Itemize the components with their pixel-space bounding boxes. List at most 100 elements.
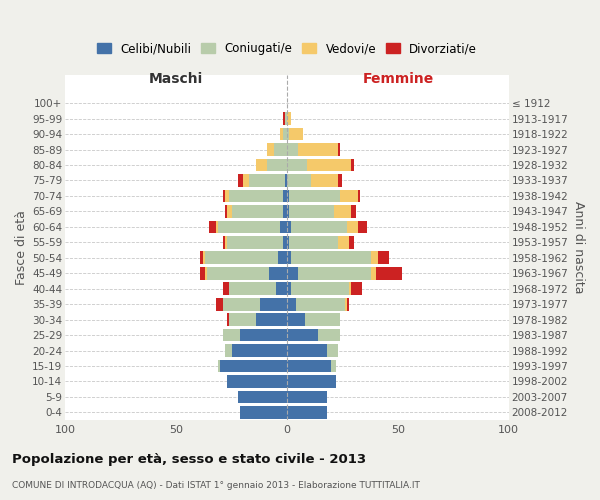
Bar bbox=[227, 375, 287, 388]
Bar bbox=[289, 205, 334, 218]
Bar bbox=[287, 282, 292, 295]
Bar bbox=[287, 267, 298, 280]
Bar bbox=[352, 205, 356, 218]
Bar bbox=[376, 267, 403, 280]
Bar bbox=[347, 220, 358, 233]
Bar bbox=[331, 360, 336, 372]
Bar bbox=[238, 390, 287, 404]
Bar bbox=[338, 236, 349, 248]
Text: COMUNE DI INTRODACQUA (AQ) - Dati ISTAT 1° gennaio 2013 - Elaborazione TUTTITALI: COMUNE DI INTRODACQUA (AQ) - Dati ISTAT … bbox=[12, 480, 420, 490]
Bar bbox=[218, 360, 220, 372]
Bar bbox=[260, 298, 287, 310]
Bar bbox=[209, 220, 216, 233]
Bar bbox=[283, 205, 287, 218]
Bar bbox=[298, 143, 338, 156]
Bar bbox=[207, 267, 269, 280]
Y-axis label: Fasce di età: Fasce di età bbox=[15, 210, 28, 285]
Bar bbox=[285, 112, 287, 125]
Bar bbox=[287, 190, 289, 202]
Bar bbox=[241, 406, 287, 418]
Bar bbox=[269, 267, 287, 280]
Bar bbox=[287, 344, 327, 357]
Bar bbox=[338, 174, 343, 187]
Bar bbox=[283, 190, 287, 202]
Bar bbox=[274, 143, 287, 156]
Bar bbox=[227, 314, 229, 326]
Bar bbox=[287, 236, 289, 248]
Bar bbox=[334, 205, 352, 218]
Bar bbox=[285, 174, 287, 187]
Y-axis label: Anni di nascita: Anni di nascita bbox=[572, 202, 585, 294]
Bar bbox=[287, 174, 311, 187]
Bar bbox=[347, 298, 349, 310]
Bar bbox=[241, 328, 287, 342]
Bar bbox=[358, 220, 367, 233]
Bar bbox=[283, 128, 287, 140]
Bar bbox=[249, 174, 285, 187]
Bar bbox=[287, 205, 289, 218]
Bar bbox=[327, 344, 338, 357]
Bar bbox=[358, 190, 360, 202]
Bar bbox=[205, 267, 207, 280]
Bar bbox=[256, 158, 267, 172]
Bar bbox=[227, 205, 232, 218]
Text: Popolazione per età, sesso e stato civile - 2013: Popolazione per età, sesso e stato civil… bbox=[12, 452, 366, 466]
Bar bbox=[287, 112, 292, 125]
Bar bbox=[200, 252, 203, 264]
Bar bbox=[200, 267, 205, 280]
Bar bbox=[203, 252, 205, 264]
Bar bbox=[225, 205, 227, 218]
Bar bbox=[267, 158, 287, 172]
Bar bbox=[223, 282, 229, 295]
Bar bbox=[225, 344, 232, 357]
Bar bbox=[344, 298, 347, 310]
Bar bbox=[349, 282, 352, 295]
Bar bbox=[280, 128, 283, 140]
Bar bbox=[216, 298, 223, 310]
Bar bbox=[289, 128, 302, 140]
Bar bbox=[238, 174, 242, 187]
Bar bbox=[278, 252, 287, 264]
Bar bbox=[287, 158, 307, 172]
Bar bbox=[318, 328, 340, 342]
Bar bbox=[292, 252, 371, 264]
Bar bbox=[371, 252, 378, 264]
Bar bbox=[287, 406, 327, 418]
Bar bbox=[305, 314, 340, 326]
Bar bbox=[378, 252, 389, 264]
Bar bbox=[256, 314, 287, 326]
Bar bbox=[287, 328, 318, 342]
Legend: Celibi/Nubili, Coniugati/e, Vedovi/e, Divorziati/e: Celibi/Nubili, Coniugati/e, Vedovi/e, Di… bbox=[95, 40, 479, 58]
Bar bbox=[352, 282, 362, 295]
Text: Maschi: Maschi bbox=[149, 72, 203, 86]
Bar bbox=[311, 174, 338, 187]
Bar bbox=[287, 128, 289, 140]
Bar bbox=[292, 282, 349, 295]
Bar bbox=[287, 375, 336, 388]
Bar bbox=[229, 190, 283, 202]
Bar bbox=[352, 158, 353, 172]
Bar bbox=[298, 267, 371, 280]
Bar bbox=[287, 220, 292, 233]
Bar bbox=[229, 282, 276, 295]
Bar bbox=[287, 390, 327, 404]
Bar bbox=[287, 143, 298, 156]
Bar bbox=[223, 298, 260, 310]
Bar bbox=[280, 220, 287, 233]
Bar bbox=[218, 220, 280, 233]
Bar bbox=[289, 190, 340, 202]
Bar bbox=[227, 236, 283, 248]
Bar bbox=[292, 220, 347, 233]
Bar bbox=[267, 143, 274, 156]
Bar bbox=[276, 282, 287, 295]
Bar bbox=[287, 252, 292, 264]
Bar bbox=[229, 314, 256, 326]
Text: Femmine: Femmine bbox=[362, 72, 434, 86]
Bar bbox=[349, 236, 353, 248]
Bar bbox=[216, 220, 218, 233]
Bar bbox=[289, 236, 338, 248]
Bar bbox=[340, 190, 358, 202]
Bar bbox=[287, 360, 331, 372]
Bar bbox=[242, 174, 249, 187]
Bar bbox=[223, 236, 225, 248]
